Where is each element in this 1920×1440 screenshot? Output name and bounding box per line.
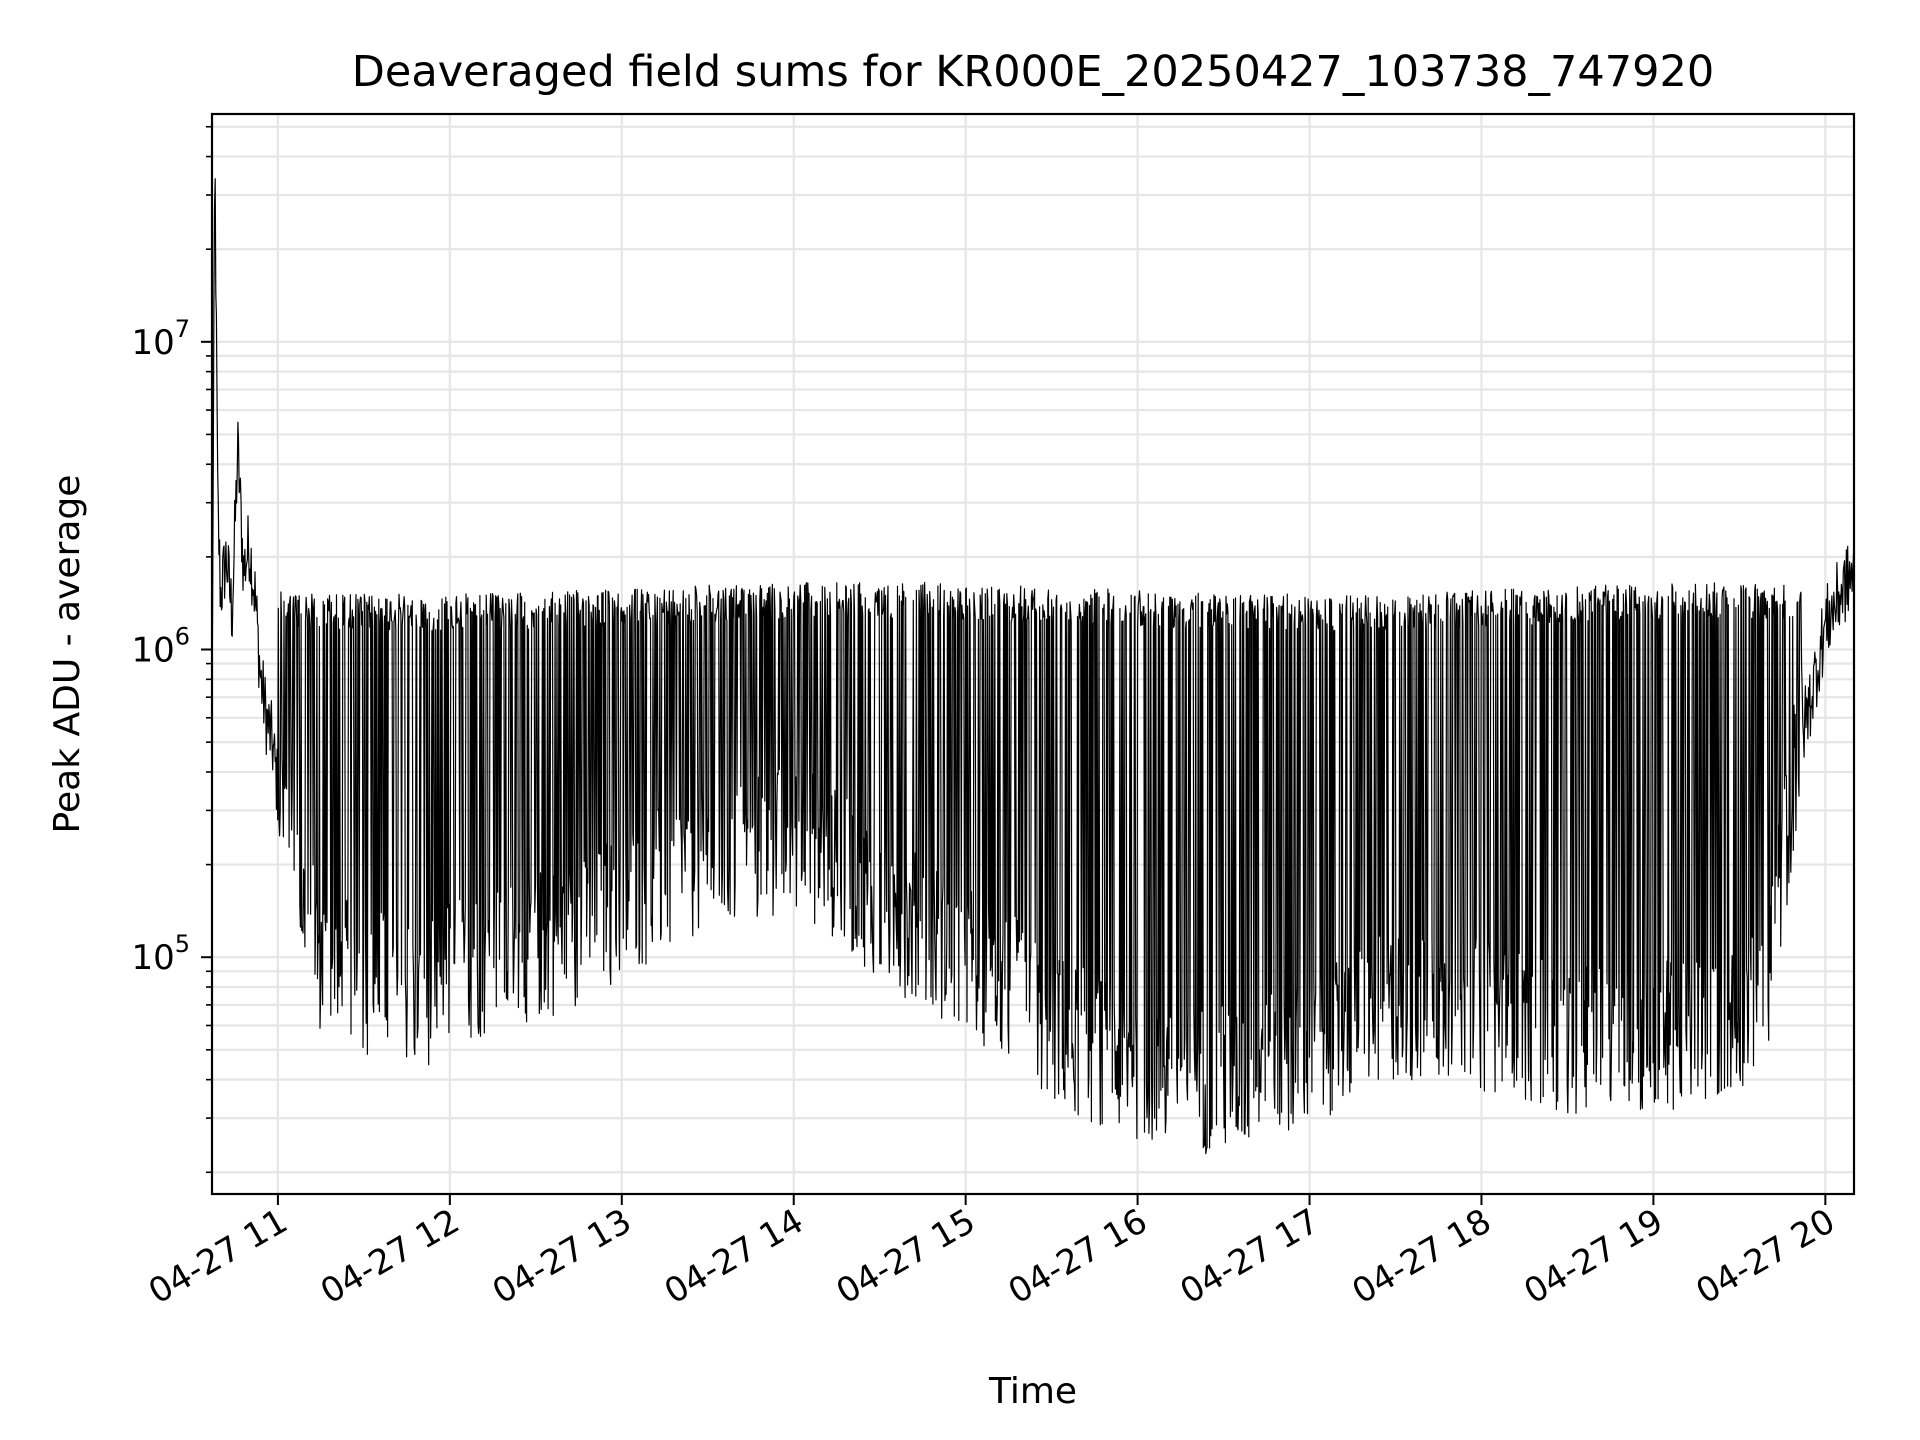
- y-tick-label: 105: [131, 930, 190, 978]
- series-line-group: [211, 178, 1855, 1155]
- y-tick-label: 107: [131, 315, 190, 363]
- y-tick-exponent: 6: [175, 623, 190, 651]
- y-axis-label: Peak ADU - average: [47, 475, 88, 834]
- series-line: [211, 178, 1855, 1155]
- y-tick-base: 10: [131, 938, 174, 978]
- y-tick-label: 106: [131, 623, 190, 671]
- grid: [212, 114, 1854, 1194]
- y-tick-exponent: 7: [175, 315, 190, 343]
- plot-frame: [210, 112, 1856, 1196]
- chart-title: Deaveraged field sums for KR000E_2025042…: [352, 47, 1714, 97]
- y-tick-base: 10: [131, 323, 174, 363]
- y-tick-exponent: 5: [175, 930, 190, 958]
- y-tick-base: 10: [131, 631, 174, 671]
- x-axis-label: Time: [988, 1371, 1077, 1412]
